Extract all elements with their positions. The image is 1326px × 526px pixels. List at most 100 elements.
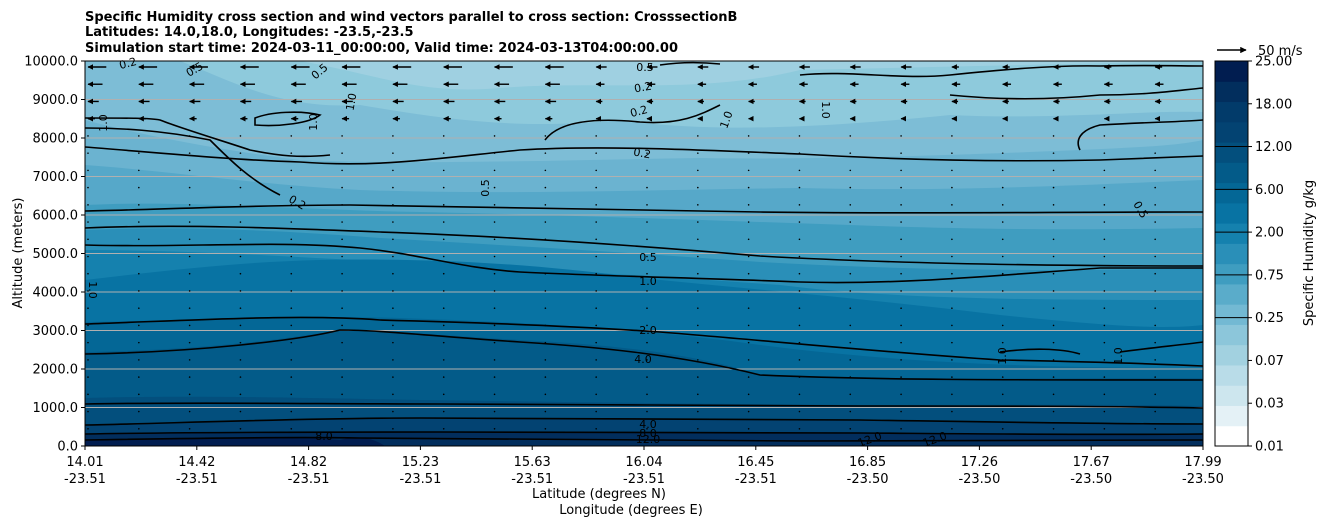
colorbar-tick-label: 25.00 <box>1255 55 1292 70</box>
wind-vector <box>87 135 89 137</box>
wind-vector <box>544 307 547 309</box>
chart-title-line-1: Specific Humidity cross section and wind… <box>85 10 737 25</box>
plot-area <box>85 61 1203 446</box>
wind-vector <box>188 255 191 258</box>
wind-vector <box>188 238 191 241</box>
contour-line-3 <box>85 204 1203 214</box>
wind-vector <box>697 307 699 309</box>
wind-vector <box>951 410 953 413</box>
wind-vector <box>849 290 852 292</box>
wind-vector <box>188 324 191 327</box>
wind-vector <box>595 135 597 137</box>
contour-label: 0.2 <box>118 55 138 72</box>
wind-vector <box>1001 135 1004 137</box>
wind-vector <box>595 341 597 344</box>
contour-line-14 <box>544 104 721 141</box>
contour-line-10 <box>85 431 1203 436</box>
wind-vector <box>697 427 699 430</box>
wind-vector <box>138 290 140 292</box>
wind-vector <box>1052 169 1055 172</box>
wind-vector <box>1103 135 1106 137</box>
wind-vector <box>493 290 496 292</box>
colorbar-swatch <box>1215 101 1248 123</box>
contour-label: 0.2 <box>633 80 652 96</box>
wind-vector <box>747 238 750 241</box>
y-axis: 0.0 1000.0 2000.0 3000.0 4000.0 5000.0 6000.0 7… <box>24 55 85 455</box>
wind-vector <box>1154 255 1156 258</box>
wind-vector <box>1001 341 1004 344</box>
wind-vector <box>951 152 953 154</box>
wind-vector <box>849 152 852 154</box>
wind-vector <box>1103 359 1106 361</box>
y-axis-label: Altitude (meters) <box>11 198 26 309</box>
wind-vector <box>87 290 89 292</box>
wind-vector <box>493 359 496 361</box>
wind-vector <box>900 152 902 154</box>
contour-line-6 <box>85 316 1203 367</box>
wind-vector <box>951 359 953 361</box>
wind-vector <box>87 221 89 223</box>
x-tick-label-lat: 17.99 <box>1184 455 1221 470</box>
wind-vector <box>1154 359 1156 361</box>
wind-vector <box>239 341 242 344</box>
wind-vector <box>697 290 699 292</box>
wind-vector <box>951 169 953 172</box>
wind-vector <box>442 272 445 275</box>
wind-vector <box>900 410 902 413</box>
wind-vector <box>341 410 343 413</box>
wind-vector <box>849 221 852 223</box>
contour-label: 1.0 <box>307 113 320 131</box>
colorbar-swatch <box>1215 304 1248 325</box>
wind-vector <box>290 135 293 137</box>
wind-vector <box>1052 221 1055 223</box>
wind-vector <box>392 272 394 275</box>
wind-vector <box>951 376 953 378</box>
wind-vector <box>87 169 89 172</box>
wind-vector <box>747 186 750 189</box>
wind-vector <box>442 152 445 154</box>
wind-vector <box>544 341 547 344</box>
wind-vector <box>1052 255 1055 258</box>
wind-vector <box>544 204 547 206</box>
wind-vector <box>849 307 852 309</box>
wind-vector <box>1001 272 1004 275</box>
wind-vector <box>798 427 801 430</box>
contour-label: 1.0 <box>97 114 110 132</box>
wind-vector <box>544 359 547 361</box>
wind-vector <box>849 410 852 413</box>
wind-vector <box>87 324 89 327</box>
contour-label: 1.0 <box>344 92 360 111</box>
wind-vector <box>442 393 445 396</box>
wind-vector <box>900 393 902 396</box>
wind-vector <box>646 255 648 258</box>
colorbar-swatch <box>1215 202 1248 224</box>
wind-vector <box>290 359 293 361</box>
wind-vector <box>798 272 801 275</box>
wind-vector <box>188 186 191 189</box>
wind-vector <box>392 169 394 172</box>
wind-vector <box>493 410 496 413</box>
y-tick-label: 0.0 <box>57 440 78 455</box>
wind-vector <box>1052 186 1055 189</box>
wind-vector <box>1103 410 1106 413</box>
humidity-band-14 <box>85 437 385 446</box>
wind-vector <box>442 324 445 327</box>
wind-vector <box>849 204 852 206</box>
contour-line-1 <box>85 117 331 158</box>
wind-vector <box>697 324 699 327</box>
wind-vector <box>1154 238 1156 241</box>
wind-vector <box>1154 186 1156 189</box>
wind-vector <box>595 393 597 396</box>
wind-vector <box>798 152 801 154</box>
wind-vector <box>392 255 394 258</box>
wind-vector <box>341 272 343 275</box>
wind-vector <box>951 238 953 241</box>
wind-vector <box>1154 204 1156 206</box>
wind-vector <box>239 255 242 258</box>
colorbar-swatch <box>1215 425 1248 447</box>
contour-label: 4.0 <box>639 418 657 431</box>
wind-vector <box>798 290 801 292</box>
wind-vector <box>798 169 801 172</box>
wind-vector <box>290 324 293 327</box>
